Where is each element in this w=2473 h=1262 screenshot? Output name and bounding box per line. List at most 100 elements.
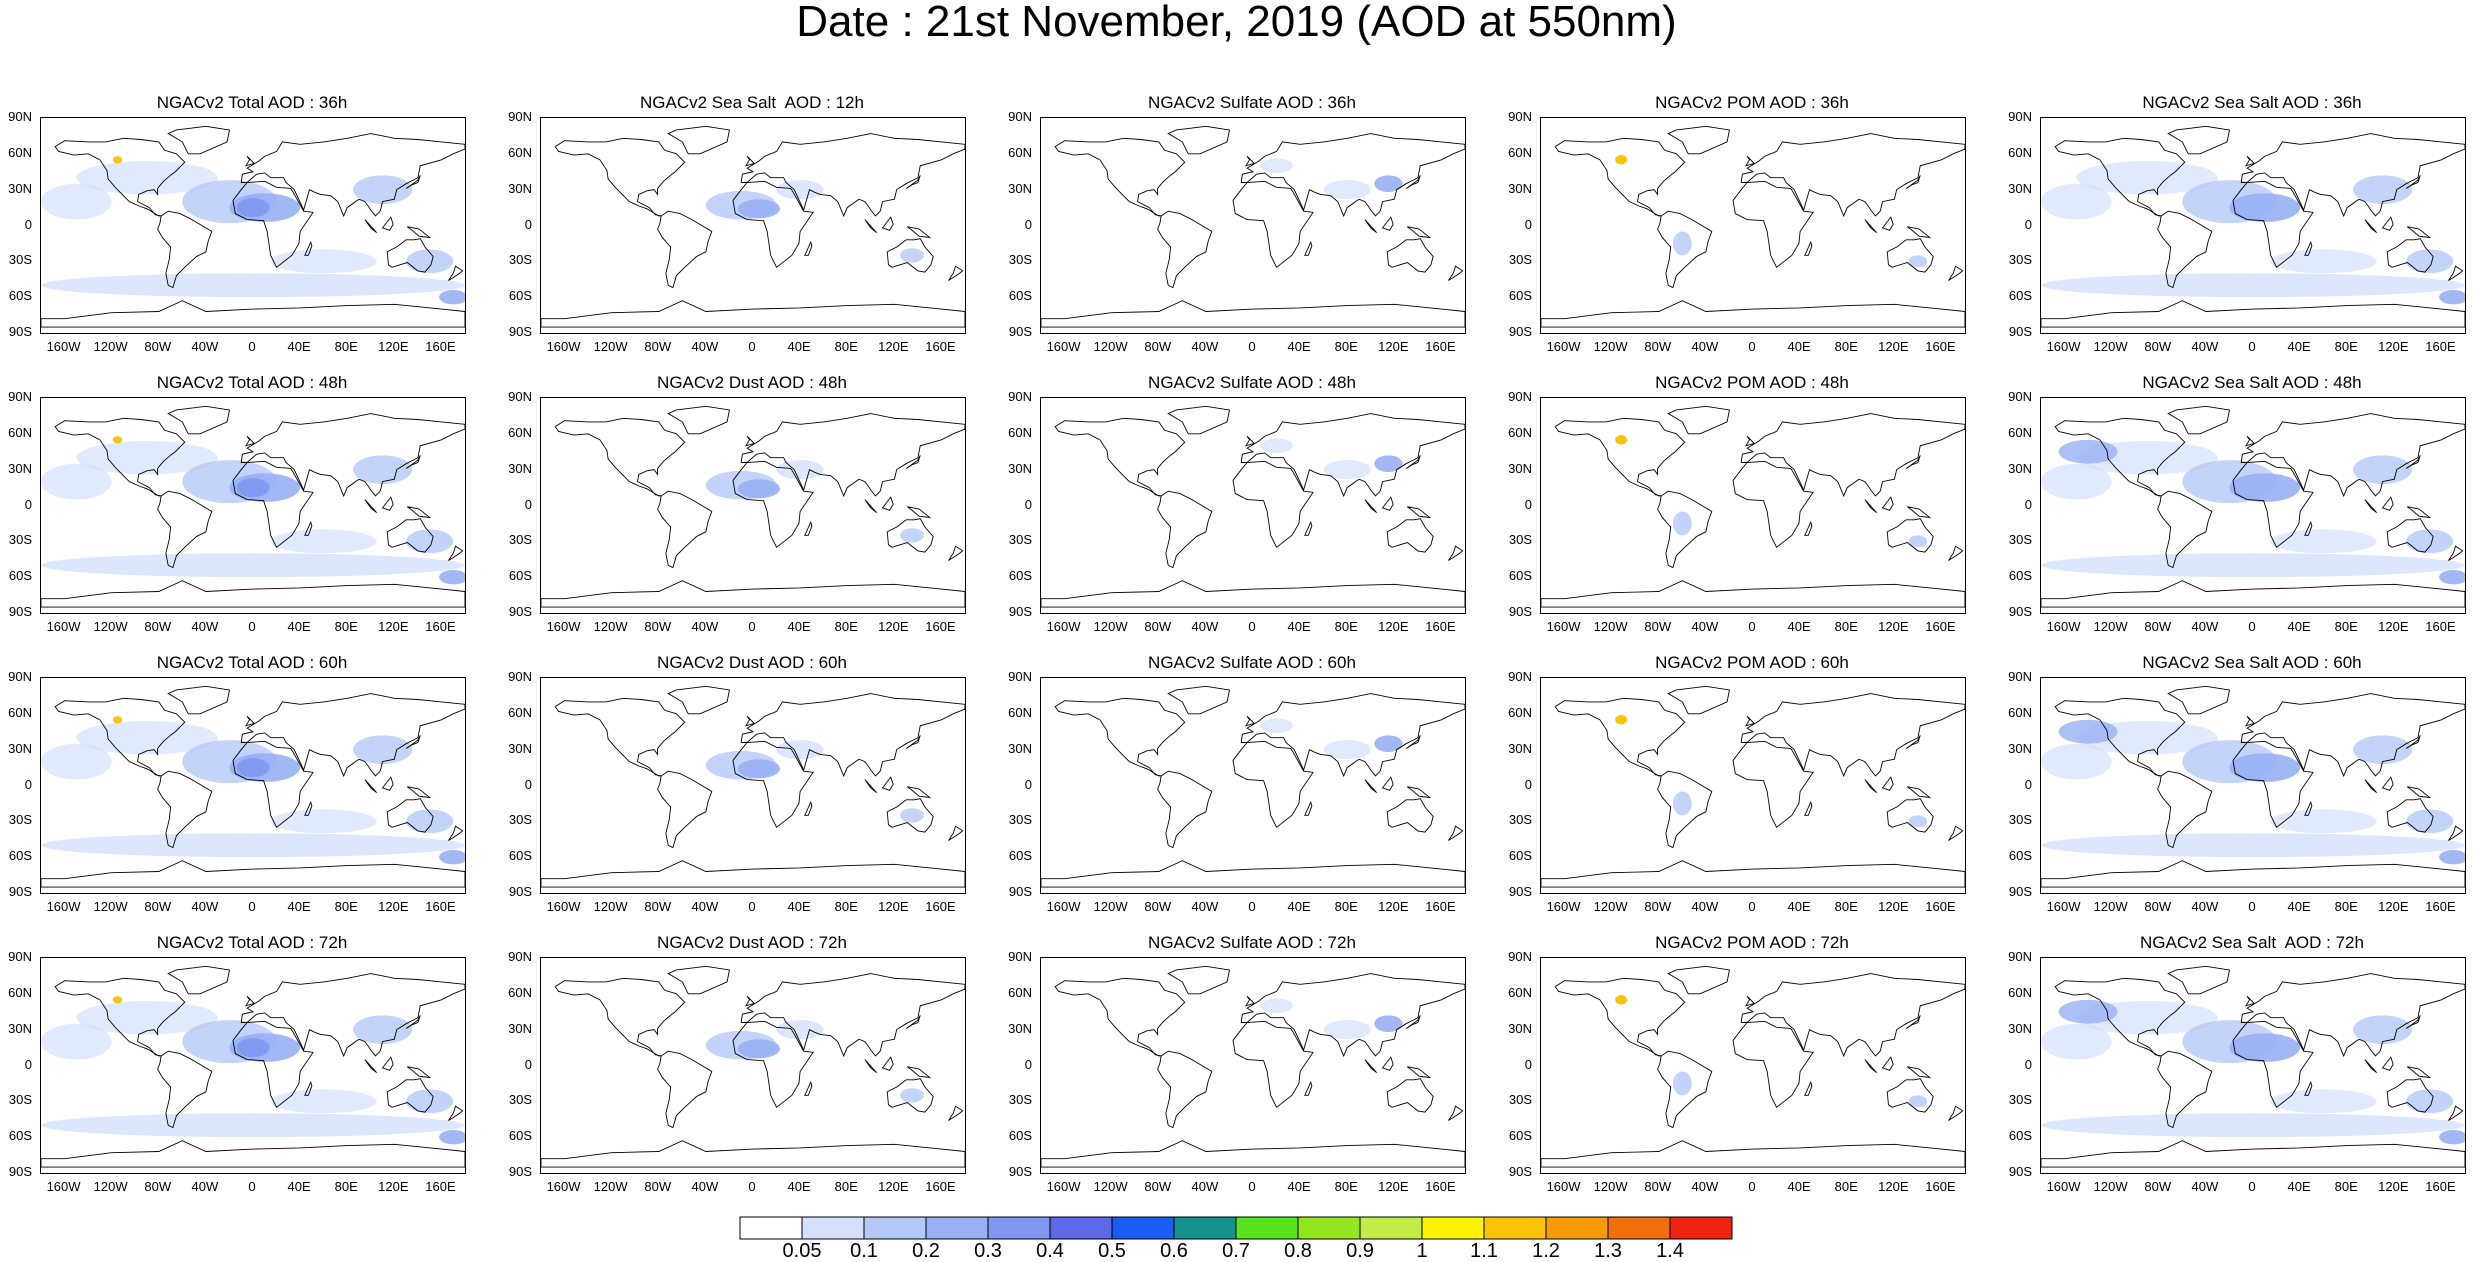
longitude-tick-label: 160E xyxy=(425,339,456,354)
longitude-tick-label: 120W xyxy=(2093,1179,2128,1194)
longitude-tick-label: 80W xyxy=(1144,1179,1172,1194)
coastline xyxy=(364,499,378,514)
coastline xyxy=(2381,776,2394,791)
coastline xyxy=(1541,300,1965,328)
coastline xyxy=(541,300,965,328)
longitude-tick-label: 80E xyxy=(1834,619,1858,634)
aod-shading xyxy=(112,996,123,1004)
coastline xyxy=(1881,216,1894,231)
longitude-tick-label: 80E xyxy=(834,339,858,354)
longitude-tick-label: 40E xyxy=(2287,619,2311,634)
aod-shading xyxy=(2353,175,2412,204)
coastline xyxy=(244,155,256,167)
coastline xyxy=(54,977,186,1057)
coastline xyxy=(2386,798,2434,833)
colorbar-label: 0.4 xyxy=(1036,1240,1064,1262)
coastline xyxy=(1244,155,1256,167)
longitude-tick-label: 40W xyxy=(1691,339,1719,354)
coastline xyxy=(907,506,932,519)
latitude-tick-label: 30N xyxy=(2008,180,2032,196)
latitude-tick-label: 0 xyxy=(2024,216,2032,232)
coastline xyxy=(448,825,464,841)
map-canvas xyxy=(41,685,465,888)
aod-shading xyxy=(737,479,781,499)
coastline xyxy=(2167,125,2230,155)
coastline xyxy=(364,1059,378,1074)
aod-shading xyxy=(1672,791,1692,816)
coastline xyxy=(2157,770,2213,849)
aod-map xyxy=(40,397,466,614)
aod-map xyxy=(540,397,966,614)
latitude-tick-label: 30N xyxy=(508,180,532,196)
coastline xyxy=(41,300,465,328)
aod-shading xyxy=(76,1001,218,1035)
latitude-tick-label: 0 xyxy=(2024,496,2032,512)
longitude-tick-label: 120W xyxy=(1093,619,1128,634)
longitude-tick-label: 80W xyxy=(2144,619,2172,634)
longitude-tick-label: 40E xyxy=(787,339,811,354)
coastline xyxy=(948,265,964,281)
coastline xyxy=(386,798,434,833)
longitude-tick-label: 80W xyxy=(1644,899,1672,914)
aod-shading xyxy=(236,198,270,218)
colorbar-swatch xyxy=(1669,1216,1733,1240)
aod-shading xyxy=(112,156,123,164)
aod-shading xyxy=(776,460,824,480)
latitude-tick-label: 30S xyxy=(508,252,532,268)
latitude-tick-label: 0 xyxy=(1524,216,1532,232)
latitude-tick-label: 30S xyxy=(2008,812,2032,828)
aod-shading xyxy=(406,249,454,274)
latitude-tick-label: 60S xyxy=(508,288,532,304)
aod-shading xyxy=(1260,998,1294,1013)
longitude-tick-label: 120E xyxy=(878,339,909,354)
aod-shading xyxy=(1260,718,1294,733)
longitude-tick-label: 160W xyxy=(46,339,81,354)
coastline xyxy=(744,155,756,167)
map-canvas xyxy=(1541,965,1965,1168)
coastline xyxy=(304,800,313,816)
coastline xyxy=(554,697,686,777)
latitude-tick-label: 90N xyxy=(508,389,532,404)
longitude-tick-label: 120W xyxy=(93,1179,128,1194)
aod-shading xyxy=(2058,999,2118,1024)
latitude-tick-label: 90S xyxy=(8,604,32,619)
latitude-tick-label: 90S xyxy=(8,1164,32,1179)
colorbar-swatch xyxy=(1235,1216,1299,1240)
latitude-tick-label: 90S xyxy=(8,884,32,899)
aod-map xyxy=(1040,117,1466,334)
latitude-tick-label: 30S xyxy=(8,532,32,548)
coastline xyxy=(1386,518,1434,553)
coastline xyxy=(2407,506,2432,519)
colorbar-label: 0.8 xyxy=(1284,1240,1312,1262)
map-canvas xyxy=(2041,685,2465,888)
panel-title: NGACv2 Sulfate AOD : 72h xyxy=(1148,933,1356,952)
coastline xyxy=(732,1020,814,1109)
longitude-tick-label: 120W xyxy=(593,339,628,354)
coastline xyxy=(657,1050,713,1129)
latitude-tick-label: 30N xyxy=(8,740,32,756)
longitude-tick-label: 80E xyxy=(2334,1179,2358,1194)
aod-shading xyxy=(236,758,270,778)
coastline xyxy=(1740,973,1965,1058)
longitude-tick-label: 160E xyxy=(2425,1179,2456,1194)
colorbar-label: 0.9 xyxy=(1346,1240,1374,1262)
aod-shading xyxy=(236,1038,270,1058)
latitude-tick-label: 60N xyxy=(1508,144,1532,160)
colorbar-label: 1 xyxy=(1416,1240,1428,1262)
coastline xyxy=(886,1078,934,1113)
longitude-tick-label: 40E xyxy=(287,899,311,914)
latitude-tick-label: 30S xyxy=(8,252,32,268)
coastline xyxy=(1657,770,1713,849)
aod-shading xyxy=(2406,1089,2454,1114)
coastline xyxy=(304,1080,313,1096)
coastline xyxy=(2157,210,2213,289)
coastline xyxy=(2405,175,2421,189)
coastline xyxy=(1744,155,1756,167)
latitude-tick-label: 90S xyxy=(1008,884,1032,899)
coastline xyxy=(1364,499,1378,514)
longitude-tick-label: 0 xyxy=(1248,339,1256,354)
coastline xyxy=(740,413,965,498)
latitude-tick-label: 90N xyxy=(508,949,532,964)
aod-shading xyxy=(2058,439,2118,464)
latitude-tick-label: 90S xyxy=(1508,604,1532,619)
